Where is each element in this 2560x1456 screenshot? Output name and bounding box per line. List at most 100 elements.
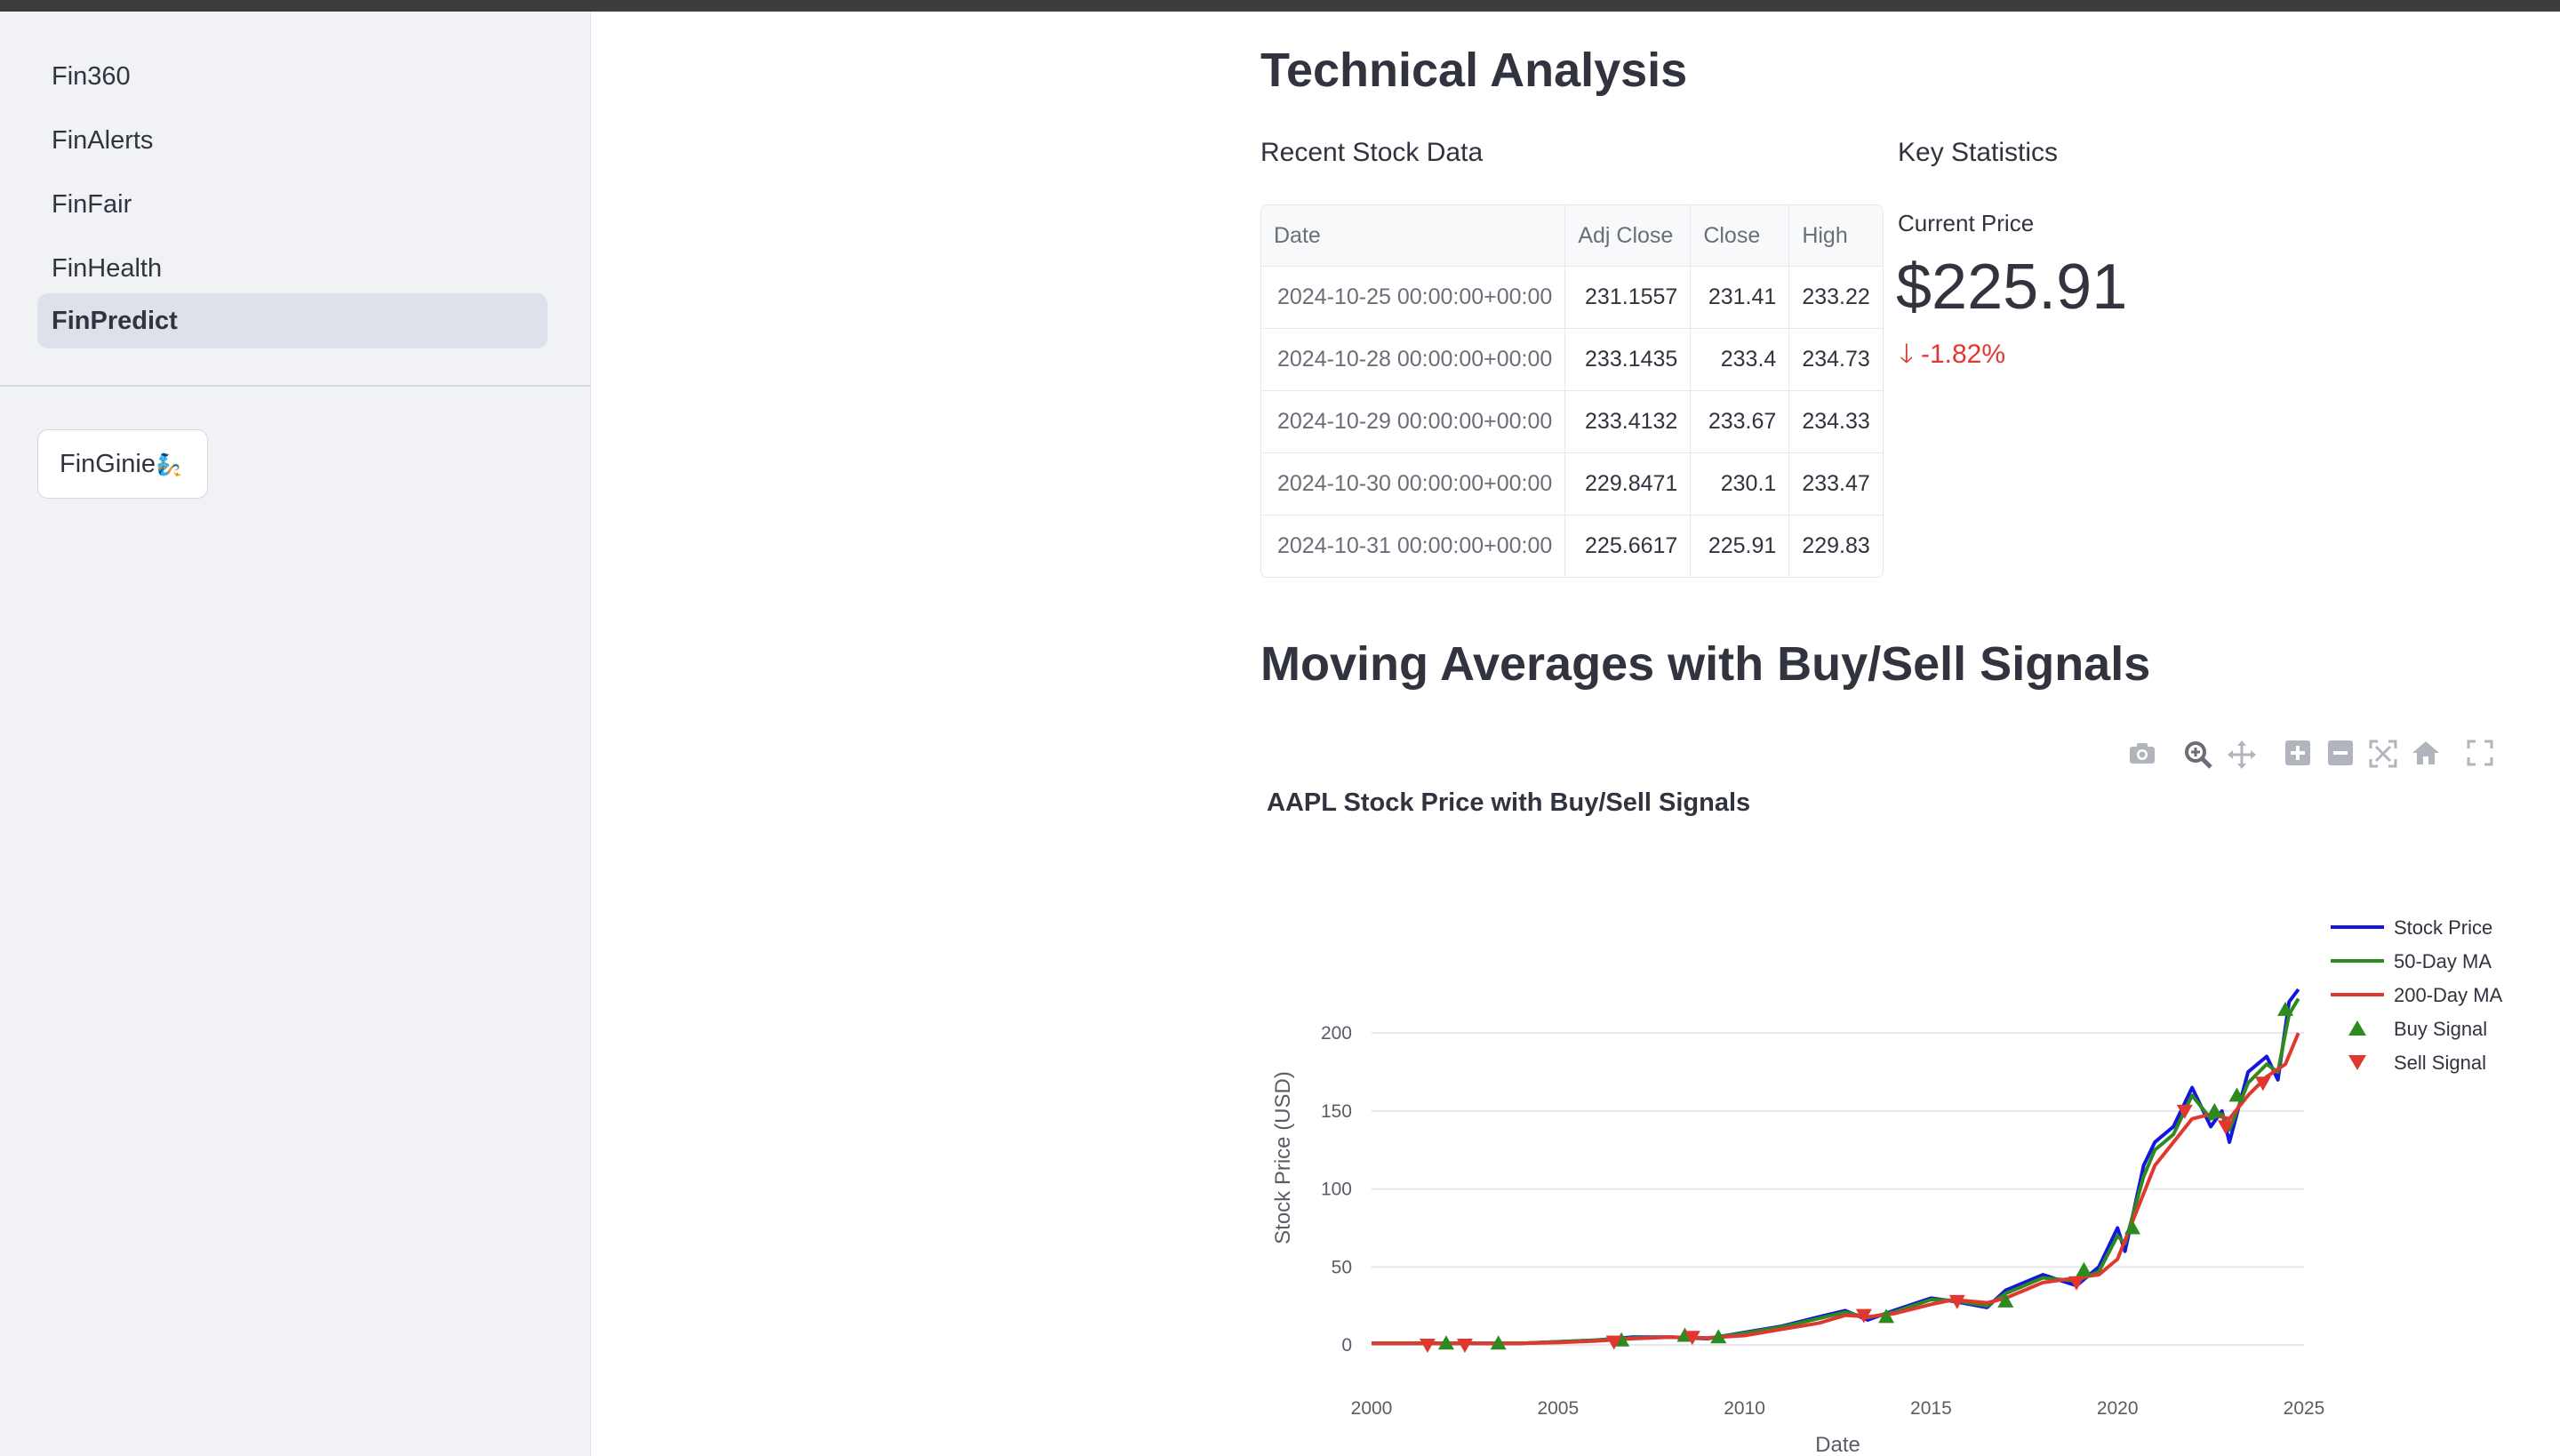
buy-signal-marker xyxy=(1710,1329,1727,1344)
buy-signal-marker xyxy=(2228,1087,2245,1102)
sidebar-item-finalerts[interactable]: FinAlerts xyxy=(52,126,154,155)
x-tick-label: 2020 xyxy=(2097,1398,2139,1419)
sell-signal-marker xyxy=(2254,1076,2271,1092)
table-row: 2024-10-28 00:00:00+00:00 233.1435 233.4… xyxy=(1261,329,1883,391)
arrow-down-icon: 🡓 xyxy=(1900,340,1914,369)
sell-signal-marker xyxy=(1456,1339,1473,1353)
table-cell[interactable]: 233.4 xyxy=(1691,329,1790,391)
y-tick-label: 150 xyxy=(1321,1101,1352,1122)
chart-legend[interactable]: Stock Price 50-Day MA 200-Day MA Buy Signal… xyxy=(2331,916,2503,1074)
x-tick-label: 2025 xyxy=(2284,1398,2325,1419)
sell-signal-marker xyxy=(1605,1335,1622,1350)
table-cell[interactable]: 230.1 xyxy=(1691,453,1790,516)
price-delta: 🡓 -1.82% xyxy=(1900,334,2005,380)
legend-label: 50-Day MA xyxy=(2394,950,2492,972)
sell-signal-marker xyxy=(1948,1294,1965,1309)
stock-price-chart[interactable]: AAPL Stock Price with Buy/Sell Signals 0… xyxy=(1244,773,2524,1456)
legend-swatch xyxy=(2348,1055,2366,1070)
table-cell[interactable]: 233.22 xyxy=(1789,267,1883,329)
table-cell[interactable]: 233.4132 xyxy=(1565,391,1692,453)
chart-title: AAPL Stock Price with Buy/Sell Signals xyxy=(1267,788,1750,817)
buy-signal-marker xyxy=(1437,1335,1454,1350)
legend-label: Buy Signal xyxy=(2394,1018,2487,1040)
x-axis-title: Date xyxy=(1815,1433,1860,1456)
table-cell[interactable]: 2024-10-31 00:00:00+00:00 xyxy=(1261,516,1566,577)
legend-item[interactable]: 200-Day MA xyxy=(2331,984,2503,1006)
table-cell[interactable]: 2024-10-28 00:00:00+00:00 xyxy=(1261,329,1566,391)
y-axis-title: Stock Price (USD) xyxy=(1271,1071,1295,1244)
sidebar-item-finhealth[interactable]: FinHealth xyxy=(52,254,163,283)
column-header-date[interactable]: Date xyxy=(1261,205,1566,267)
sidebar-item-fin360[interactable]: Fin360 xyxy=(52,62,131,91)
legend-item[interactable]: Buy Signal xyxy=(2348,1018,2487,1040)
series-line-50-day-ma xyxy=(1372,997,2300,1346)
table-cell[interactable]: 231.1557 xyxy=(1565,267,1692,329)
table-cell[interactable]: 2024-10-30 00:00:00+00:00 xyxy=(1261,453,1566,516)
y-tick-label: 50 xyxy=(1332,1257,1352,1277)
y-tick-label: 0 xyxy=(1341,1335,1352,1356)
zoom-icon[interactable] xyxy=(2180,740,2216,775)
section-title: Moving Averages with Buy/Sell Signals xyxy=(1260,637,2151,691)
zoom-out-icon[interactable] xyxy=(2323,740,2358,775)
browser-top-bar xyxy=(0,0,2560,12)
column-header-close[interactable]: Close xyxy=(1691,205,1790,267)
x-tick-label: 2015 xyxy=(1910,1398,1952,1419)
chart-gridlines xyxy=(1372,1032,2304,1346)
table-cell[interactable]: 234.73 xyxy=(1789,329,1883,391)
sell-signal-marker xyxy=(1419,1339,1436,1353)
table-cell[interactable]: 233.47 xyxy=(1789,453,1883,516)
sell-signal-marker xyxy=(2176,1104,2193,1119)
stock-data-table[interactable]: Date Adj Close Close High 2024-10-25 00:… xyxy=(1260,204,1884,578)
table-cell[interactable]: 2024-10-29 00:00:00+00:00 xyxy=(1261,391,1566,453)
page-title: Technical Analysis xyxy=(1260,44,1688,97)
current-price-value: $225.91 xyxy=(1896,252,2128,323)
fullscreen-icon[interactable] xyxy=(2462,740,2498,775)
pan-icon[interactable] xyxy=(2224,740,2260,775)
column-header-adj-close[interactable]: Adj Close xyxy=(1565,205,1692,267)
legend-item[interactable]: Sell Signal xyxy=(2348,1052,2486,1074)
table-cell[interactable]: 234.33 xyxy=(1789,391,1883,453)
column-header-high[interactable]: High xyxy=(1789,205,1883,267)
finginie-button[interactable]: FinGinie🧞 xyxy=(37,429,208,499)
key-statistics-label: Key Statistics xyxy=(1898,138,2059,167)
autoscale-icon[interactable] xyxy=(2365,740,2401,775)
table-cell[interactable]: 231.41 xyxy=(1691,267,1790,329)
x-tick-label: 2010 xyxy=(1724,1398,1765,1419)
finginie-label: FinGinie xyxy=(60,450,156,478)
sell-signal-marker xyxy=(2217,1120,2234,1135)
y-tick-label: 100 xyxy=(1321,1180,1352,1200)
table-row: 2024-10-30 00:00:00+00:00 229.8471 230.1… xyxy=(1261,453,1883,516)
table-row: 2024-10-31 00:00:00+00:00 225.6617 225.9… xyxy=(1261,516,1883,577)
buy-signal-marker xyxy=(2206,1102,2223,1117)
legend-item[interactable]: 50-Day MA xyxy=(2331,950,2492,972)
sidebar: Fin360 FinAlerts FinFair FinHealth FinPr… xyxy=(0,12,591,1456)
reset-axes-icon[interactable] xyxy=(2408,740,2444,775)
table-cell[interactable]: 233.67 xyxy=(1691,391,1790,453)
table-cell[interactable]: 225.6617 xyxy=(1565,516,1692,577)
chart-series xyxy=(1372,988,2300,1346)
table-cell[interactable]: 229.83 xyxy=(1802,533,1870,558)
y-tick-label: 200 xyxy=(1321,1023,1352,1044)
table-cell[interactable]: 233.1435 xyxy=(1565,329,1692,391)
camera-icon[interactable] xyxy=(2124,740,2160,775)
buy-signal-marker xyxy=(1490,1335,1507,1350)
legend-label: 200-Day MA xyxy=(2394,984,2503,1006)
sidebar-divider xyxy=(0,385,590,387)
buy-signal-marker xyxy=(1878,1308,1895,1324)
current-price-label: Current Price xyxy=(1898,210,2035,236)
sidebar-item-finpredict[interactable]: FinPredict xyxy=(37,293,548,348)
table-cell[interactable]: 2024-10-25 00:00:00+00:00 xyxy=(1261,267,1566,329)
table-cell[interactable]: 229.8471 xyxy=(1565,453,1692,516)
table-cell[interactable]: 225.91 xyxy=(1691,516,1790,577)
recent-stock-data-label: Recent Stock Data xyxy=(1260,138,1484,167)
table-row: 2024-10-25 00:00:00+00:00 231.1557 231.4… xyxy=(1261,267,1883,329)
genie-icon: 🧞 xyxy=(156,453,182,477)
buy-signal-marker xyxy=(1997,1292,2014,1308)
series-line-stock-price xyxy=(1372,988,2300,1346)
series-line-200-day-ma xyxy=(1372,1032,2300,1346)
zoom-in-icon[interactable] xyxy=(2280,740,2316,775)
chart-markers xyxy=(1419,1001,2294,1353)
legend-item[interactable]: Stock Price xyxy=(2331,916,2492,939)
sidebar-item-finfair[interactable]: FinFair xyxy=(52,190,132,219)
buy-signal-marker xyxy=(2277,1001,2294,1016)
